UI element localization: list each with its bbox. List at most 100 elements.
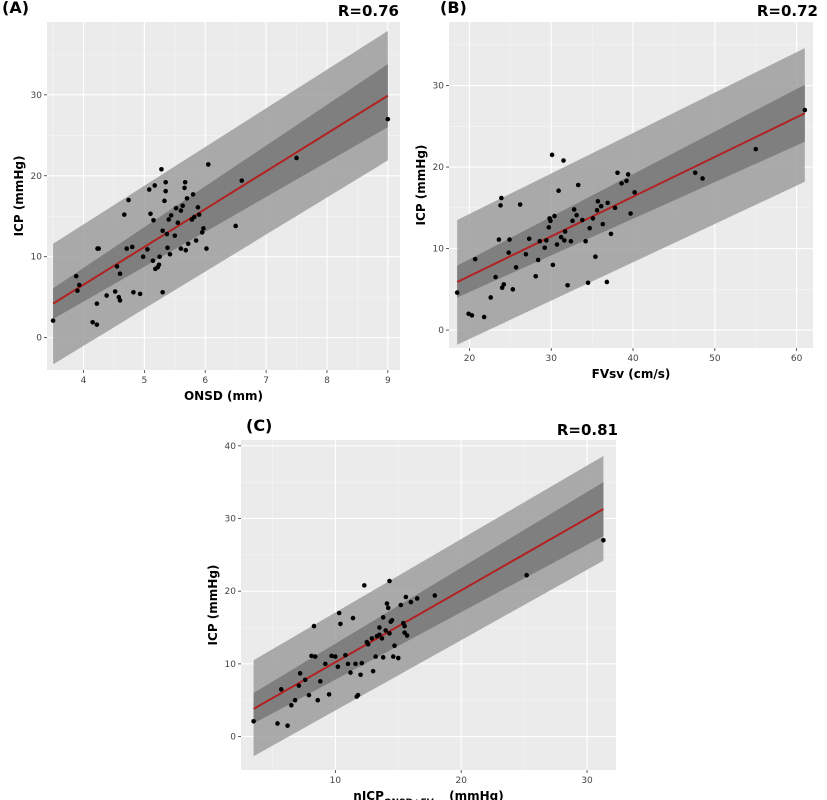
- data-point: [506, 250, 512, 255]
- data-point: [167, 251, 173, 257]
- data-point: [75, 288, 80, 293]
- data-point: [526, 236, 532, 242]
- data-point: [163, 188, 168, 194]
- data-point: [493, 274, 498, 280]
- data-point: [365, 641, 371, 647]
- data-points: [454, 107, 808, 320]
- data-point: [533, 273, 539, 279]
- correlation-label: R=0.81: [557, 421, 618, 439]
- data-point: [178, 208, 184, 213]
- data-point: [195, 205, 201, 210]
- data-point: [50, 318, 56, 323]
- data-point: [570, 218, 575, 224]
- data-point: [180, 203, 186, 209]
- confidence-band: [457, 84, 805, 298]
- data-point: [510, 287, 516, 292]
- data-point: [619, 181, 624, 186]
- data-point: [173, 205, 179, 211]
- data-point: [306, 692, 312, 698]
- data-point: [114, 264, 120, 269]
- data-point: [336, 610, 342, 616]
- data-point: [184, 196, 190, 201]
- data-point: [359, 660, 365, 666]
- data-point: [338, 621, 343, 627]
- data-point: [168, 213, 174, 218]
- data-point: [414, 596, 420, 601]
- y-tick-label: 10: [31, 253, 43, 263]
- data-point: [140, 254, 146, 259]
- data-point: [574, 212, 579, 218]
- data-point: [692, 170, 698, 176]
- data-point: [513, 265, 519, 270]
- panel-label: (A): [2, 0, 29, 17]
- data-point: [165, 245, 170, 251]
- y-tick-label: 0: [230, 733, 236, 743]
- data-point: [542, 245, 548, 251]
- data-point: [600, 221, 606, 227]
- data-point: [595, 199, 601, 204]
- data-point: [385, 605, 391, 611]
- correlation-label: R=0.76: [338, 2, 399, 20]
- data-point: [233, 223, 238, 229]
- data-point: [395, 655, 401, 661]
- y-tick-label: 10: [225, 660, 237, 670]
- data-point: [323, 661, 328, 667]
- data-point: [469, 313, 475, 318]
- data-point: [552, 213, 557, 219]
- data-point: [160, 228, 165, 234]
- data-point: [544, 238, 549, 243]
- data-point: [612, 205, 618, 211]
- data-point: [145, 247, 150, 252]
- data-point: [355, 692, 361, 698]
- x-tick-label: 60: [791, 354, 803, 364]
- data-point: [150, 258, 156, 264]
- data-point: [201, 226, 206, 231]
- y-tick-label: 30: [31, 91, 43, 101]
- data-point: [580, 217, 585, 223]
- data-point: [404, 633, 410, 638]
- data-point: [380, 655, 386, 660]
- data-point: [590, 216, 596, 221]
- data-point: [289, 703, 294, 708]
- data-point: [152, 183, 158, 188]
- data-point: [348, 670, 353, 675]
- data-point: [498, 203, 503, 208]
- data-point: [402, 623, 407, 629]
- data-point: [311, 623, 317, 629]
- x-tick-label: 20: [464, 354, 476, 364]
- data-point: [379, 636, 385, 641]
- data-point: [548, 218, 553, 224]
- confidence-bands: [457, 48, 805, 345]
- data-point: [632, 190, 637, 195]
- x-tick-label: 30: [546, 354, 558, 364]
- x-tick-label: 4: [81, 376, 87, 386]
- x-tick-label: 30: [581, 776, 593, 786]
- data-point: [163, 179, 168, 185]
- data-point: [104, 293, 109, 298]
- data-point: [193, 238, 199, 243]
- data-point: [296, 683, 302, 688]
- y-tick-label: 0: [438, 326, 444, 336]
- data-point: [604, 279, 610, 285]
- data-point: [96, 246, 102, 251]
- data-point: [164, 231, 170, 237]
- x-axis-title-main: nICP: [353, 789, 384, 800]
- x-tick-label: 10: [330, 776, 342, 786]
- data-point: [524, 572, 529, 578]
- data-point: [362, 583, 367, 588]
- panel-a: 4 5 6 7 8 9 0 10 20 30 ONSD (mm) ICP (mmHg) (A) R=0.7…: [2, 0, 400, 403]
- regression-line: [456, 112, 806, 283]
- data-point: [496, 237, 502, 242]
- data-point: [358, 672, 363, 678]
- data-point: [94, 322, 100, 327]
- x-tick-label: 50: [709, 354, 721, 364]
- data-point: [377, 632, 382, 638]
- data-point: [546, 225, 552, 230]
- data-point: [294, 155, 299, 161]
- x-axis-title: nICPONSD+FVsv (mmHg): [353, 789, 503, 800]
- data-point: [312, 654, 318, 659]
- data-point: [183, 247, 189, 253]
- y-axis-title: ICP (mmHg): [206, 565, 220, 646]
- data-point: [129, 244, 135, 250]
- data-point: [549, 152, 555, 158]
